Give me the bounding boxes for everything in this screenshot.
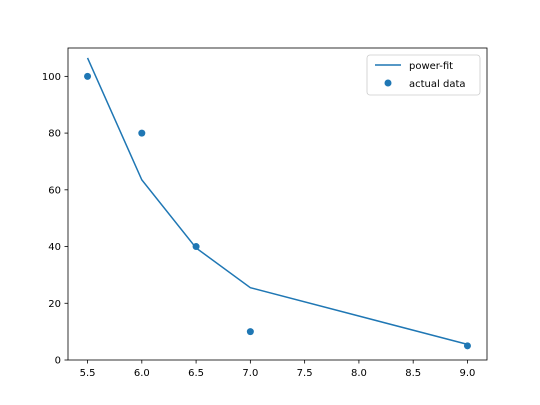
y-tick-label: 0: [55, 356, 61, 367]
y-tick-label: 80: [48, 129, 61, 140]
plot-area: [84, 57, 471, 350]
y-axis: 0 20 40 60 80 100: [42, 72, 68, 367]
x-tick-label: 7.0: [242, 368, 258, 379]
x-tick-label: 5.5: [80, 368, 96, 379]
x-tick-label: 9.0: [460, 368, 476, 379]
x-axis: 5.5 6.0 6.5 7.0 7.5 8.0 8.5 9.0: [80, 360, 476, 379]
legend: power-fit actual data: [366, 54, 481, 96]
x-tick-label: 8.0: [351, 368, 367, 379]
data-point: [463, 342, 471, 350]
data-point: [84, 72, 92, 80]
legend-label-power-fit: power-fit: [409, 61, 453, 72]
y-tick-label: 100: [42, 72, 61, 83]
x-tick-label: 6.5: [188, 368, 204, 379]
y-tick-label: 40: [48, 242, 61, 253]
x-tick-label: 8.5: [405, 368, 421, 379]
series-line-power-fit: [86, 57, 468, 346]
y-tick-label: 60: [48, 185, 61, 196]
data-point: [246, 328, 254, 336]
data-point: [138, 129, 146, 137]
legend-marker-swatch: [384, 79, 392, 87]
y-tick-label: 20: [48, 299, 61, 310]
legend-label-actual-data: actual data: [409, 79, 466, 90]
data-point: [192, 243, 200, 251]
axes-frame: [67, 47, 488, 361]
x-tick-label: 6.0: [134, 368, 150, 379]
x-tick-label: 7.5: [297, 368, 313, 379]
